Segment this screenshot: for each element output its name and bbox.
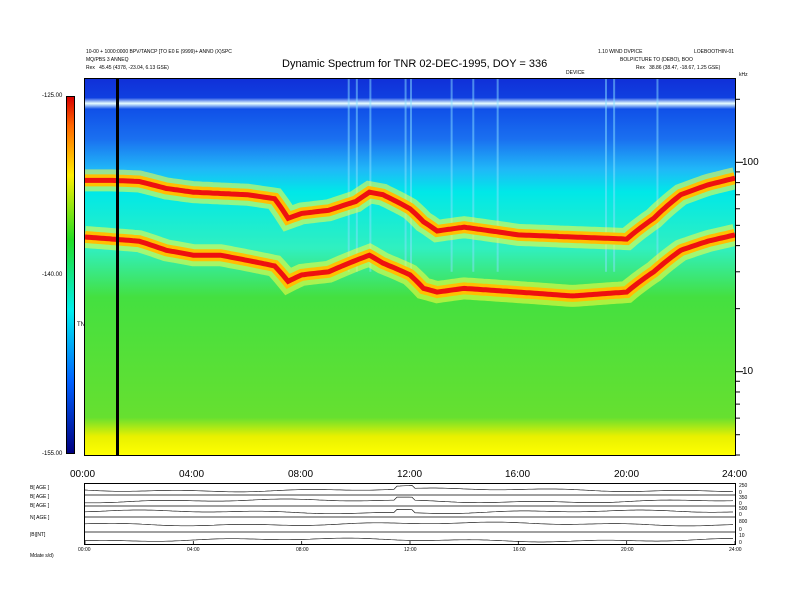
lower-x-tick-label: 08:00 — [296, 547, 309, 553]
x-tick-label: 08:00 — [288, 469, 314, 480]
header-left-line2: MQ/PBS 3 ANNEQ — [86, 57, 129, 63]
lower-x-tick-label: 24:00 — [729, 547, 742, 553]
colorbar — [66, 96, 75, 454]
header-right-line2: BOLPICTURE TO (DEBO), BOO — [620, 57, 693, 63]
x-tick-label: 24:00 — [722, 469, 748, 480]
y-tick-label-10: 10 — [742, 366, 754, 377]
x-tick-label: 00:00 — [70, 469, 96, 480]
series-right-tick: 0 — [739, 501, 742, 507]
vertical-streak — [410, 79, 412, 272]
lower-x-tick-label: 20:00 — [621, 547, 634, 553]
right-axis — [736, 98, 743, 456]
colorbar-tick-mid: -140.00 — [42, 272, 63, 278]
series-right-tick: 0 — [739, 527, 742, 533]
time-marker-line — [116, 79, 119, 455]
vertical-streak — [656, 79, 659, 272]
right-axis-unit: kHz — [739, 72, 748, 78]
header-left-rex-value: 45.45 (4378, -23.04, 6.13 GSE) — [99, 65, 169, 71]
series-right-tick: 0 — [739, 490, 742, 496]
x-tick-label: 16:00 — [505, 469, 531, 480]
series-right-tick: 800 — [739, 519, 748, 525]
vertical-streak — [472, 79, 475, 272]
vertical-streak — [369, 79, 372, 272]
header-device-label: DEVICE — [566, 70, 585, 76]
x-tick-label: 20:00 — [614, 469, 640, 480]
chart-title: Dynamic Spectrum for TNR 02-DEC-1995, DO… — [282, 58, 548, 70]
series-label: |B|[NT] — [30, 532, 46, 538]
header-right-line1: 1.10 WIND DVPICE — [598, 49, 643, 55]
timeseries-line — [84, 485, 734, 493]
x-tick-label: 04:00 — [179, 469, 205, 480]
series-right-tick: 250 — [739, 483, 748, 489]
upper-emission-band-core — [85, 175, 735, 242]
series-right-tick: 10 — [739, 533, 745, 539]
y-tick-label-100: 100 — [742, 157, 759, 168]
series-label: B[ AGE ] — [30, 494, 50, 500]
x-tick-label: 12:00 — [397, 469, 423, 480]
spectrogram-plot — [84, 78, 736, 456]
header-right-line1b: LOEBOOTHIN-01 — [694, 49, 735, 55]
lower-emission-band-core — [85, 232, 735, 299]
series-right-tick: 0 — [739, 512, 742, 518]
series-right-tick: 0 — [739, 540, 742, 546]
series-label: B[ AGE ] — [30, 503, 50, 509]
header-right-rex-label: Rex — [636, 65, 645, 71]
spectrogram-svg — [85, 79, 735, 455]
lower-x-tick-label: 12:00 — [404, 547, 417, 553]
vertical-streak — [404, 79, 407, 272]
header-left-line1: 10-00 + 1000:0000 BPV/TANCP [TO E0 E (99… — [86, 49, 232, 55]
timeseries-line — [85, 496, 734, 504]
vertical-streak — [347, 79, 350, 272]
header-left-line3: Rex 45.45 (4378, -23.04, 6.13 GSE) — [86, 65, 169, 71]
header-left-rex-label: Rex — [86, 65, 95, 71]
timeseries-line — [84, 521, 734, 527]
lower-timeseries-svg — [84, 485, 736, 544]
series-label: N[ AGE ] — [30, 515, 50, 521]
lower-x-tick-label: 00:00 — [78, 547, 91, 553]
lower-footer-label: Mdate s/d) — [30, 553, 54, 559]
vertical-streak — [605, 79, 607, 272]
colorbar-tick-bottom: -155.00 — [42, 451, 63, 457]
colorbar-label: TNR — [77, 322, 90, 328]
lower-x-tick-label: 16:00 — [513, 547, 526, 553]
series-label: B[ AGE ] — [30, 485, 50, 491]
lower-x-tick-label: 04:00 — [187, 547, 200, 553]
timeseries-line — [84, 537, 734, 543]
vertical-streak — [450, 79, 453, 272]
header-right-line3: Rex 38.86 (38.47, -18.67, 1.25 GSE) — [636, 65, 720, 71]
series-right-tick: 350 — [739, 495, 748, 501]
colorbar-tick-top: -125.00 — [42, 93, 63, 99]
vertical-streak — [355, 79, 358, 272]
header-right-rex-value: 38.86 (38.47, -18.67, 1.25 GSE) — [649, 65, 721, 71]
lower-timeseries-panel — [84, 483, 736, 545]
vertical-streak — [613, 79, 616, 272]
series-right-tick: 500 — [739, 506, 748, 512]
timeseries-line — [84, 509, 733, 515]
vertical-streak — [496, 79, 499, 272]
